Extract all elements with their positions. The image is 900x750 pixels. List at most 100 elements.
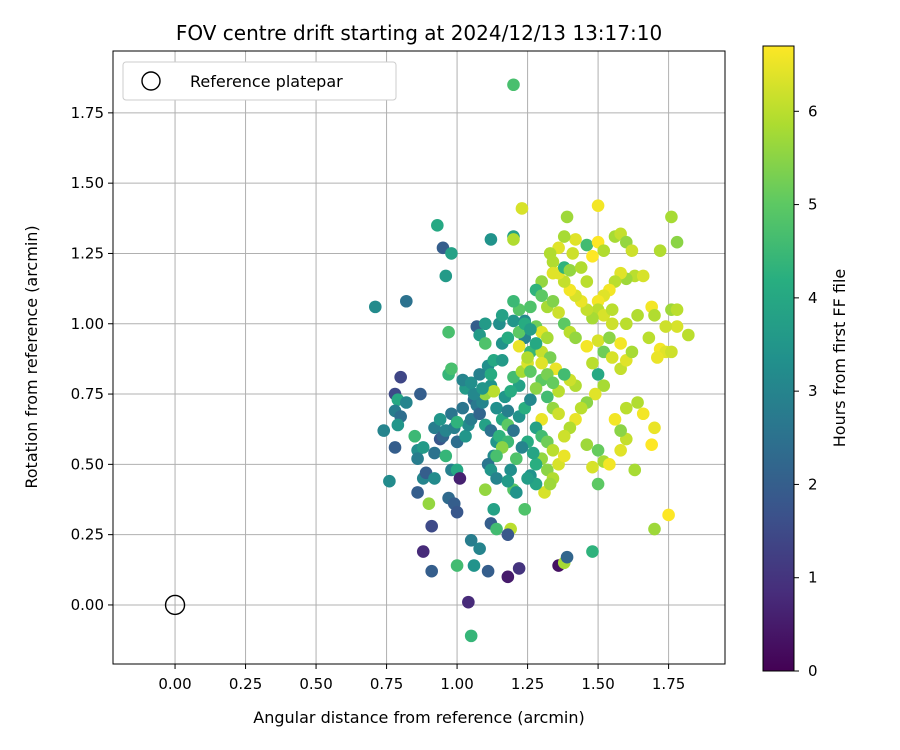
data-point [481, 564, 495, 578]
data-point [507, 314, 520, 328]
data-point [464, 376, 478, 390]
y-axis-label: Rotation from reference (arcmin) [22, 225, 41, 488]
data-point [557, 368, 571, 381]
data-point [552, 306, 565, 319]
data-point [636, 269, 650, 283]
data-point [546, 443, 560, 457]
data-point [450, 505, 464, 519]
data-point [670, 303, 684, 316]
data-point [431, 219, 444, 232]
colorbar-frame [762, 45, 795, 672]
colorbar-tick-label: 2 [808, 475, 818, 493]
data-point [495, 309, 509, 322]
data-point [642, 331, 656, 345]
data-point [648, 522, 661, 536]
data-point [628, 463, 642, 477]
y-tick-label: 1.00 [71, 315, 104, 333]
colorbar-tick-label: 6 [808, 102, 818, 120]
data-point [478, 337, 492, 350]
data-point [400, 294, 413, 308]
data-point [507, 78, 520, 92]
data-point [473, 542, 486, 556]
data-point [518, 503, 532, 516]
data-point [476, 382, 489, 395]
data-point [487, 384, 501, 398]
legend-marker-open-circle [141, 71, 161, 91]
data-point [535, 356, 548, 370]
data-point [490, 522, 503, 536]
data-point [521, 351, 534, 364]
data-point [625, 244, 639, 257]
data-point [625, 345, 639, 359]
data-point [442, 325, 455, 339]
data-point [507, 294, 520, 308]
data-point [653, 244, 667, 257]
data-point [453, 472, 467, 485]
colorbar-tick-label: 3 [808, 382, 818, 400]
data-point [507, 424, 520, 437]
colorbar-tick-label: 5 [808, 196, 818, 214]
data-point [535, 289, 548, 302]
data-point [586, 356, 599, 370]
data-point [416, 545, 430, 558]
data-point [526, 446, 540, 460]
data-point [665, 210, 678, 224]
data-point [608, 413, 622, 426]
data-point [529, 458, 543, 471]
legend-entry-reference-platepar: Reference platepar [190, 72, 343, 91]
data-point [631, 309, 644, 322]
data-point [529, 382, 543, 395]
data-point [501, 404, 515, 418]
data-point [603, 331, 616, 345]
data-point [524, 323, 537, 336]
data-point [614, 337, 627, 350]
data-point [400, 396, 413, 409]
data-point [478, 317, 492, 331]
data-point [388, 441, 402, 454]
colorbar-ticks: 0 1 2 3 4 5 6 [794, 102, 818, 680]
data-point [473, 368, 486, 381]
data-point [586, 460, 599, 474]
colorbar-tick-label: 1 [808, 569, 818, 587]
data-point [411, 452, 424, 466]
data-point [665, 345, 678, 359]
x-tick-label: 0.25 [229, 675, 262, 693]
data-point [670, 320, 684, 333]
data-point [391, 418, 405, 432]
data-point [515, 202, 529, 215]
data-point [563, 264, 577, 277]
data-point [524, 365, 537, 378]
data-point [557, 429, 571, 443]
data-point [569, 233, 582, 246]
data-point [574, 261, 588, 274]
data-point [487, 503, 501, 516]
data-point [450, 559, 464, 572]
data-point [368, 300, 382, 314]
data-point [484, 368, 498, 381]
data-points [368, 78, 695, 643]
data-point [445, 362, 458, 376]
data-point [619, 317, 633, 331]
data-point [659, 320, 673, 333]
data-point [515, 441, 529, 454]
reference-point-group [164, 594, 186, 616]
data-point [631, 396, 644, 409]
data-point [459, 429, 472, 443]
data-point [586, 249, 599, 263]
y-tick-label: 1.75 [71, 104, 104, 122]
data-point [509, 486, 523, 499]
data-point [546, 376, 560, 390]
data-point [414, 387, 427, 401]
legend: Reference platepar [122, 61, 397, 101]
y-tick-label: 1.50 [71, 174, 104, 192]
data-point [524, 393, 537, 406]
data-point [546, 266, 560, 280]
data-point [462, 595, 475, 609]
data-point [501, 474, 515, 488]
data-point [416, 441, 430, 454]
data-point [524, 300, 537, 314]
data-point [603, 458, 616, 471]
data-point [473, 407, 486, 421]
data-point [648, 421, 661, 435]
